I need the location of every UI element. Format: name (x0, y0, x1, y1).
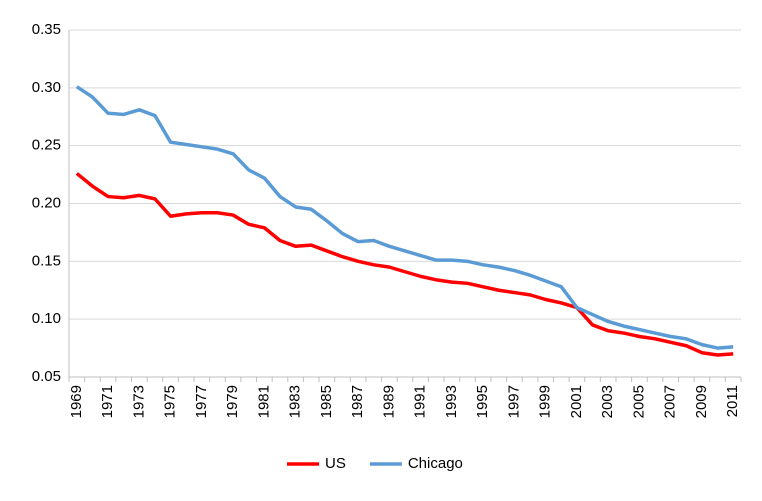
x-tick-label: 2005 (630, 385, 647, 418)
x-tick-label: 1995 (474, 385, 491, 418)
x-tick-label: 1977 (193, 385, 210, 418)
x-tick-label: 1989 (380, 385, 397, 418)
y-tick-label: 0.05 (32, 368, 61, 385)
x-tick-label: 2009 (693, 385, 710, 418)
x-tick-label: 1979 (224, 385, 241, 418)
y-tick-label: 0.35 (32, 21, 61, 38)
x-tick-label: 1999 (537, 385, 554, 418)
x-tick-label: 2001 (568, 385, 585, 418)
x-tick-label: 1981 (255, 385, 272, 418)
x-tick-label: 1975 (162, 385, 179, 418)
x-tick-label: 1991 (412, 385, 429, 418)
x-tick-label: 1971 (99, 385, 116, 418)
y-tick-label: 0.15 (32, 252, 61, 269)
y-tick-label: 0.30 (32, 79, 61, 96)
x-tick-label: 2007 (662, 385, 679, 418)
x-tick-label: 1985 (318, 385, 335, 418)
x-tick-label: 2003 (599, 385, 616, 418)
x-tick-label: 1997 (505, 385, 522, 418)
y-tick-label: 0.20 (32, 194, 61, 211)
x-tick-label: 1983 (287, 385, 304, 418)
series-line (75, 172, 734, 357)
x-tick-label: 1987 (349, 385, 366, 418)
x-tick-label: 1973 (130, 385, 147, 418)
series-line (75, 85, 734, 350)
x-tick-label: 1993 (443, 385, 460, 418)
x-tick-label: 1969 (68, 385, 85, 418)
y-tick-label: 0.25 (32, 137, 61, 154)
y-tick-label: 0.10 (32, 310, 61, 327)
legend-label: Chicago (408, 455, 463, 472)
x-tick-label: 2011 (724, 385, 741, 417)
legend-label: US (325, 455, 346, 472)
